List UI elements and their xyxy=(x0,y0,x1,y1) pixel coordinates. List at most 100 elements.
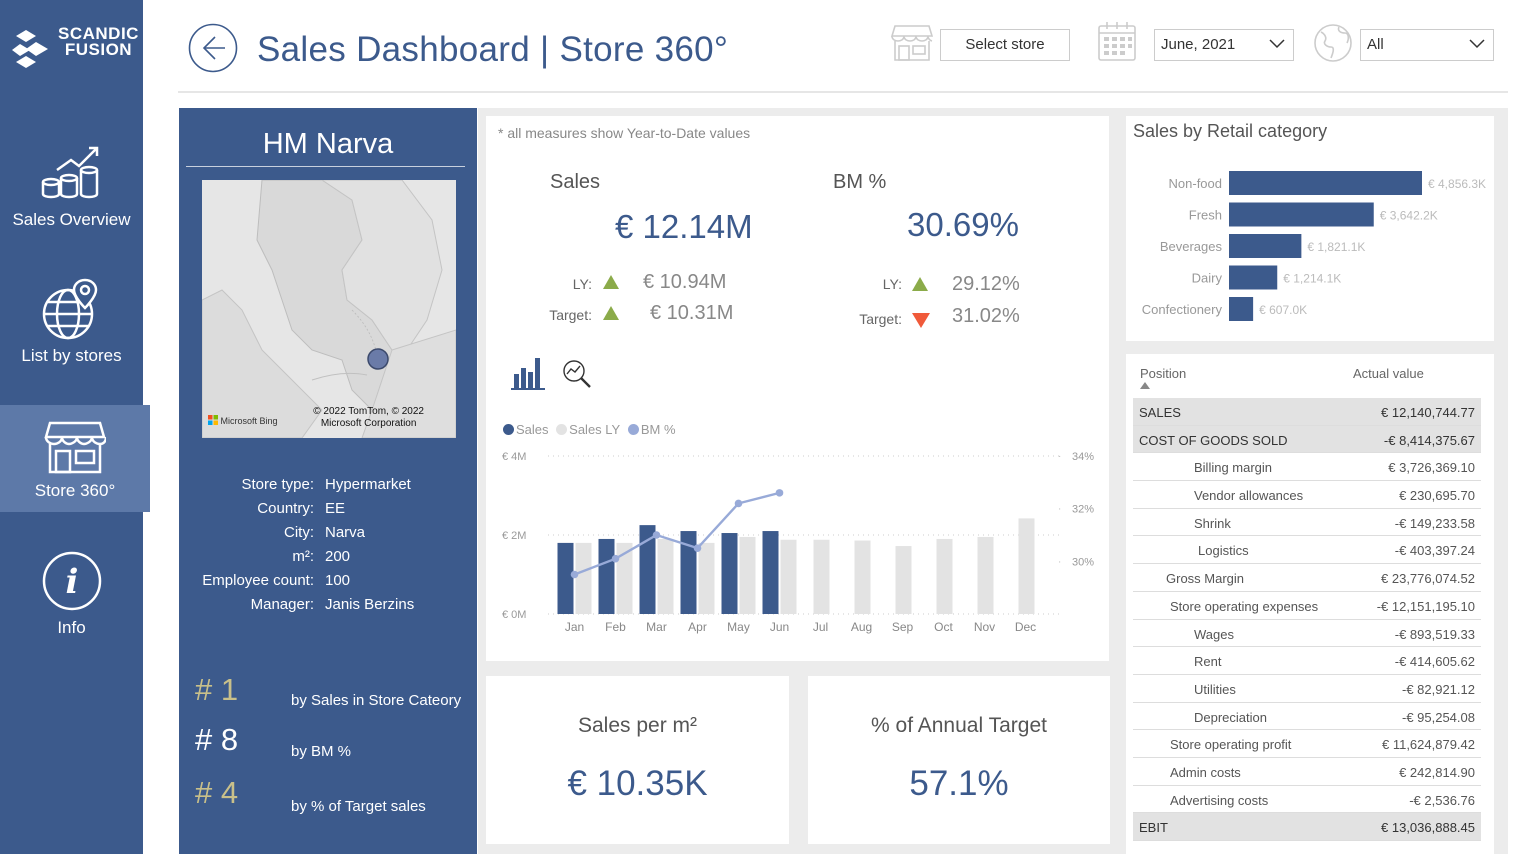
x-tick-label: May xyxy=(727,620,750,634)
pnl-row[interactable]: Admin costs € 242,814.90 xyxy=(1133,758,1481,786)
col-actual-header[interactable]: Actual value xyxy=(1353,366,1424,381)
bar-sales-ly[interactable] xyxy=(616,542,633,614)
bar-sales-ly[interactable] xyxy=(739,536,756,614)
calendar-icon xyxy=(1098,22,1136,61)
y-left-tick-label: € 0M xyxy=(502,609,526,621)
detail-key: Employee count: xyxy=(202,572,314,589)
bar-chart-icon[interactable] xyxy=(510,356,546,390)
sales-ly-label: LY: xyxy=(572,276,592,292)
sales-target-value: € 10.31M xyxy=(650,302,734,324)
annual-target-value: 57.1% xyxy=(909,764,1009,803)
bm-point[interactable] xyxy=(652,531,661,539)
bar-sales-ly[interactable] xyxy=(657,538,674,614)
pnl-row[interactable]: Shrink -€ 149,233.58 xyxy=(1133,509,1481,537)
pnl-row[interactable]: Store operating expenses -€ 12,151,195.10 xyxy=(1133,592,1481,620)
bar-sales[interactable] xyxy=(721,533,738,614)
x-tick-label: Nov xyxy=(974,620,995,634)
nav-sales-overview[interactable]: Sales Overview xyxy=(0,142,143,230)
month-select[interactable]: June, 2021 xyxy=(1154,29,1294,61)
sales-target-label: Target: xyxy=(549,307,592,323)
x-tick-label: Jun xyxy=(770,620,789,634)
pnl-row-value: € 242,814.90 xyxy=(1399,764,1475,780)
bar-sales-ly[interactable] xyxy=(854,540,871,614)
pnl-row[interactable]: Store operating profit € 11,624,879.42 xyxy=(1133,730,1481,758)
bm-point[interactable] xyxy=(775,489,784,497)
bm-point[interactable] xyxy=(734,499,743,508)
bar-sales-ly[interactable] xyxy=(1018,518,1035,614)
retail-category-chart: Non-food € 4,856.3K Fresh € 3,642.2K Beverag… xyxy=(1142,171,1486,321)
pnl-row-value: -€ 12,151,195.10 xyxy=(1376,598,1475,614)
retail-category-bar[interactable] xyxy=(1229,265,1278,290)
nav-info[interactable]: i Info xyxy=(0,550,143,638)
bar-sales-ly[interactable] xyxy=(698,542,715,614)
pnl-row-value: € 230,695.70 xyxy=(1399,488,1475,504)
bar-sales-ly[interactable] xyxy=(936,538,953,614)
pnl-row[interactable]: Utilities -€ 82,921.12 xyxy=(1133,675,1481,703)
bm-label: BM % xyxy=(833,171,887,193)
retail-category-bar[interactable] xyxy=(1229,202,1374,227)
ytd-note: * all measures show Year-to-Date values xyxy=(498,125,751,141)
y-right-tick-dot: · xyxy=(1058,504,1061,515)
retail-category-value: € 4,856.3K xyxy=(1428,177,1486,191)
sales-per-m2-value: € 10.35K xyxy=(567,764,708,803)
retail-category-title: Sales by Retail category xyxy=(1133,121,1328,141)
pnl-row[interactable]: Billing margin € 3,726,369.10 xyxy=(1133,453,1481,482)
month-value: June, 2021 xyxy=(1161,36,1236,53)
retail-category-bar[interactable] xyxy=(1229,297,1254,321)
bm-point[interactable] xyxy=(570,570,579,579)
header-divider xyxy=(178,91,1508,93)
retail-category-bar[interactable] xyxy=(1229,171,1422,195)
bar-sales[interactable] xyxy=(639,525,656,614)
store-map[interactable]: Microsoft Bing © 2022 TomTom, © 2022 Mic… xyxy=(202,180,456,438)
globe-pin-icon xyxy=(42,278,97,340)
legend-label: BM % xyxy=(640,422,676,437)
pnl-row-label: Vendor allowances xyxy=(1194,488,1304,504)
nav-store-360[interactable]: Store 360° xyxy=(0,405,150,512)
bar-sales[interactable] xyxy=(680,531,697,614)
back-arrow-icon[interactable] xyxy=(188,23,238,73)
pnl-row[interactable]: Depreciation -€ 95,254.08 xyxy=(1133,703,1481,731)
pnl-row[interactable]: Rent -€ 414,605.62 xyxy=(1133,647,1481,675)
col-position-header[interactable]: Position xyxy=(1140,366,1187,381)
pnl-row[interactable]: Wages -€ 893,519.33 xyxy=(1133,620,1481,648)
nav-list-by-stores[interactable]: List by stores xyxy=(0,278,143,366)
nav-label: Store 360° xyxy=(34,481,116,500)
pnl-row-label: Depreciation xyxy=(1194,709,1267,725)
y-right-tick-label: 30% xyxy=(1072,556,1094,568)
bm-point[interactable] xyxy=(693,544,702,552)
bar-sales[interactable] xyxy=(762,531,779,614)
pnl-row[interactable]: Logistics -€ 403,397.24 xyxy=(1133,536,1481,565)
pnl-row[interactable]: SALES € 12,140,744.77 xyxy=(1133,398,1481,426)
retail-category-bar[interactable] xyxy=(1229,234,1302,258)
pnl-row[interactable]: COST OF GOODS SOLD -€ 8,414,375.67 xyxy=(1133,425,1481,454)
bar-sales[interactable] xyxy=(598,538,615,614)
rank-sales-category-desc: by Sales in Store Cateory xyxy=(291,692,462,709)
pnl-row[interactable]: Vendor allowances € 230,695.70 xyxy=(1133,481,1481,509)
info-icon: i xyxy=(42,551,101,611)
page-title: Sales Dashboard | Store 360° xyxy=(257,30,729,69)
rank-bm-desc: by BM % xyxy=(291,743,352,760)
bar-sales-ly[interactable] xyxy=(813,539,830,614)
bm-target-label: Target: xyxy=(859,311,902,327)
pnl-row[interactable]: Advertising costs -€ 2,536.76 xyxy=(1133,786,1481,814)
pnl-row-label: Utilities xyxy=(1194,681,1236,697)
bar-sales-ly[interactable] xyxy=(780,539,797,614)
chart-zoom-icon[interactable] xyxy=(562,359,592,389)
retail-category-label: Confectionery xyxy=(1142,302,1223,317)
brand-wordmark: SCANDIC FUSION xyxy=(58,25,139,58)
select-store-button[interactable]: Select store xyxy=(940,29,1070,61)
store-name-divider xyxy=(186,166,465,167)
y-left-tick-label: € 4M xyxy=(502,451,526,463)
pnl-row[interactable]: Gross Margin € 23,776,074.52 xyxy=(1133,564,1481,592)
bar-sales-ly[interactable] xyxy=(575,542,592,614)
retail-category-card: Sales by Retail category Non-food € 4,856… xyxy=(1126,116,1494,341)
bar-sales-ly[interactable] xyxy=(977,536,994,614)
bm-point[interactable] xyxy=(611,554,620,563)
rank-sales-category: # 1 xyxy=(195,672,239,707)
bar-sales-ly[interactable] xyxy=(895,546,912,614)
region-select[interactable]: All xyxy=(1360,29,1494,61)
bm-ly-value: 29.12% xyxy=(952,273,1020,295)
pnl-row[interactable]: EBIT € 13,036,888.45 xyxy=(1133,813,1481,841)
bar-sales[interactable] xyxy=(557,542,574,614)
store-location-marker-icon[interactable] xyxy=(366,347,390,371)
